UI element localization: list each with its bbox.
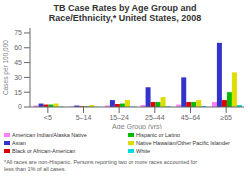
- html-text:American Indian/Alaska Native: American Indian/Alaska Native: [12, 132, 87, 138]
- svg-text:<5: <5: [44, 114, 52, 121]
- svg-text:Age Group (yrs): Age Group (yrs): [112, 123, 162, 129]
- html-text:Asian: Asian: [12, 140, 26, 146]
- html-text:TB Case Rates by Age Group and: TB Case Rates by Age Group and Race/Ethn…: [48, 3, 202, 23]
- svg-text:45–64: 45–64: [181, 114, 201, 121]
- svg-text:25–44: 25–44: [145, 114, 165, 121]
- svg-text:60: 60: [14, 44, 22, 51]
- svg-text:0: 0: [18, 103, 22, 110]
- html-text:White: White: [136, 148, 151, 154]
- svg-text:45: 45: [14, 59, 22, 66]
- svg-text:75: 75: [14, 29, 22, 36]
- svg-text:Cases per 100,000: Cases per 100,000: [8, 40, 10, 95]
- html-text:*All races are non-Hispanic. P: *All races are non-Hispanic. Persons rep…: [4, 159, 198, 172]
- html-text:Hispanic or Latino: Hispanic or Latino: [136, 132, 180, 138]
- svg-text:≥65: ≥65: [220, 114, 232, 121]
- svg-text:5–14: 5–14: [76, 114, 92, 121]
- svg-text:15–24: 15–24: [109, 114, 129, 121]
- html-text:Black or African-American: Black or African-American: [12, 148, 76, 154]
- svg-text:30: 30: [14, 74, 22, 81]
- html-text:Native Hawaiian/Other Pacific: Native Hawaiian/Other Pacific Islander: [136, 140, 230, 146]
- svg-text:15: 15: [14, 89, 22, 96]
